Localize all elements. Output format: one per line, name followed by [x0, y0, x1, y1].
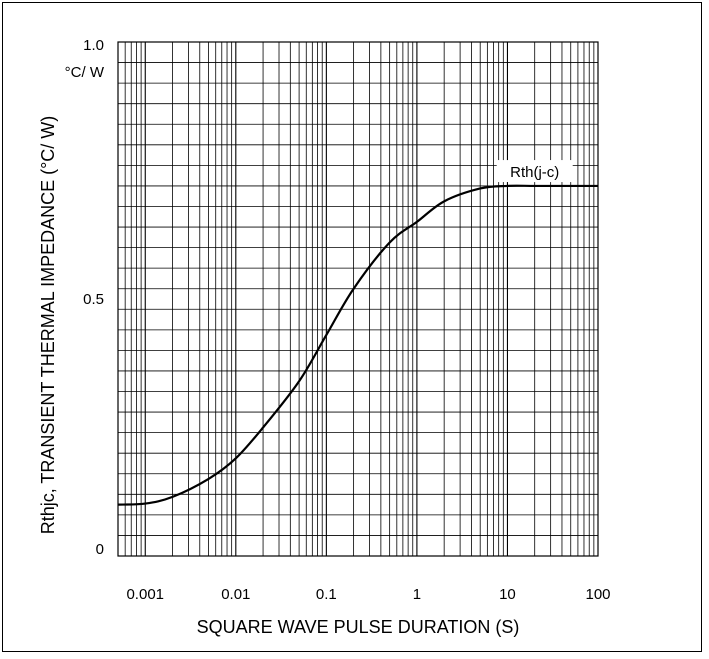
- x-tick-label: 0.001: [126, 586, 164, 603]
- x-tick-label: 1: [413, 586, 421, 603]
- x-tick-label: 0.1: [316, 586, 337, 603]
- annotation-background: [496, 160, 573, 183]
- y-axis-title: Rthjc, TRANSIENT THERMAL IMPEDANCE (°C/ …: [38, 116, 58, 535]
- x-tick-label: 0.01: [221, 586, 250, 603]
- figure-frame: [2, 2, 702, 652]
- y-tick-label: 0: [96, 541, 104, 558]
- x-tick-label: 100: [585, 586, 610, 603]
- series-annotation-label: Rth(j-c): [510, 164, 559, 181]
- series-layer: [117, 184, 598, 506]
- x-tick-label: 10: [499, 586, 516, 603]
- x-tick-labels: 0.001 0.01 0.1 1 10 100: [126, 586, 610, 603]
- plot-area-border: [117, 41, 599, 557]
- series-line-0: [117, 184, 598, 506]
- grid: [117, 42, 598, 556]
- x-axis-title: SQUARE WAVE PULSE DURATION (S): [197, 617, 520, 637]
- annotations: Rth(j-c): [496, 160, 573, 183]
- y-unit-label: °C/ W: [65, 64, 105, 81]
- y-tick-labels: 0 0.5 1.0: [83, 37, 104, 558]
- y-tick-label: 1.0: [83, 37, 104, 54]
- y-tick-label: 0.5: [83, 291, 104, 308]
